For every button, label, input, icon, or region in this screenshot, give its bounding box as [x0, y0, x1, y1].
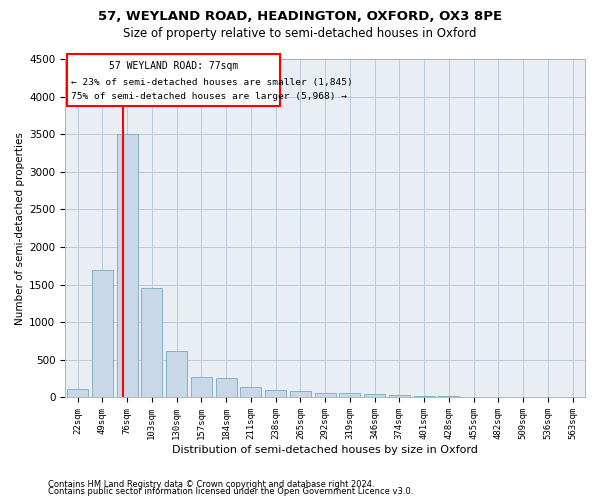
Text: 57, WEYLAND ROAD, HEADINGTON, OXFORD, OX3 8PE: 57, WEYLAND ROAD, HEADINGTON, OXFORD, OX… [98, 10, 502, 23]
Bar [265, 390, 286, 398]
Bar [463, 396, 484, 398]
Bar [389, 395, 410, 398]
Bar [215, 378, 236, 398]
Text: Contains public sector information licensed under the Open Government Licence v3: Contains public sector information licen… [48, 487, 413, 496]
Bar [340, 394, 361, 398]
Bar [67, 389, 88, 398]
Bar [240, 387, 262, 398]
Text: 57 WEYLAND ROAD: 77sqm: 57 WEYLAND ROAD: 77sqm [109, 60, 238, 70]
Y-axis label: Number of semi-detached properties: Number of semi-detached properties [15, 132, 25, 324]
Bar [166, 351, 187, 398]
Bar [439, 396, 460, 398]
Bar [290, 390, 311, 398]
Bar [191, 377, 212, 398]
Bar [116, 134, 137, 398]
X-axis label: Distribution of semi-detached houses by size in Oxford: Distribution of semi-detached houses by … [172, 445, 478, 455]
Bar [141, 288, 163, 398]
Bar [364, 394, 385, 398]
Text: ← 23% of semi-detached houses are smaller (1,845): ← 23% of semi-detached houses are smalle… [71, 78, 353, 87]
Text: Contains HM Land Registry data © Crown copyright and database right 2024.: Contains HM Land Registry data © Crown c… [48, 480, 374, 489]
Bar [314, 393, 335, 398]
Bar [488, 396, 509, 398]
Bar [512, 397, 533, 398]
Bar [413, 396, 434, 398]
Bar [92, 270, 113, 398]
Bar [67, 54, 280, 106]
Text: Size of property relative to semi-detached houses in Oxford: Size of property relative to semi-detach… [123, 28, 477, 40]
Text: 75% of semi-detached houses are larger (5,968) →: 75% of semi-detached houses are larger (… [71, 92, 347, 101]
